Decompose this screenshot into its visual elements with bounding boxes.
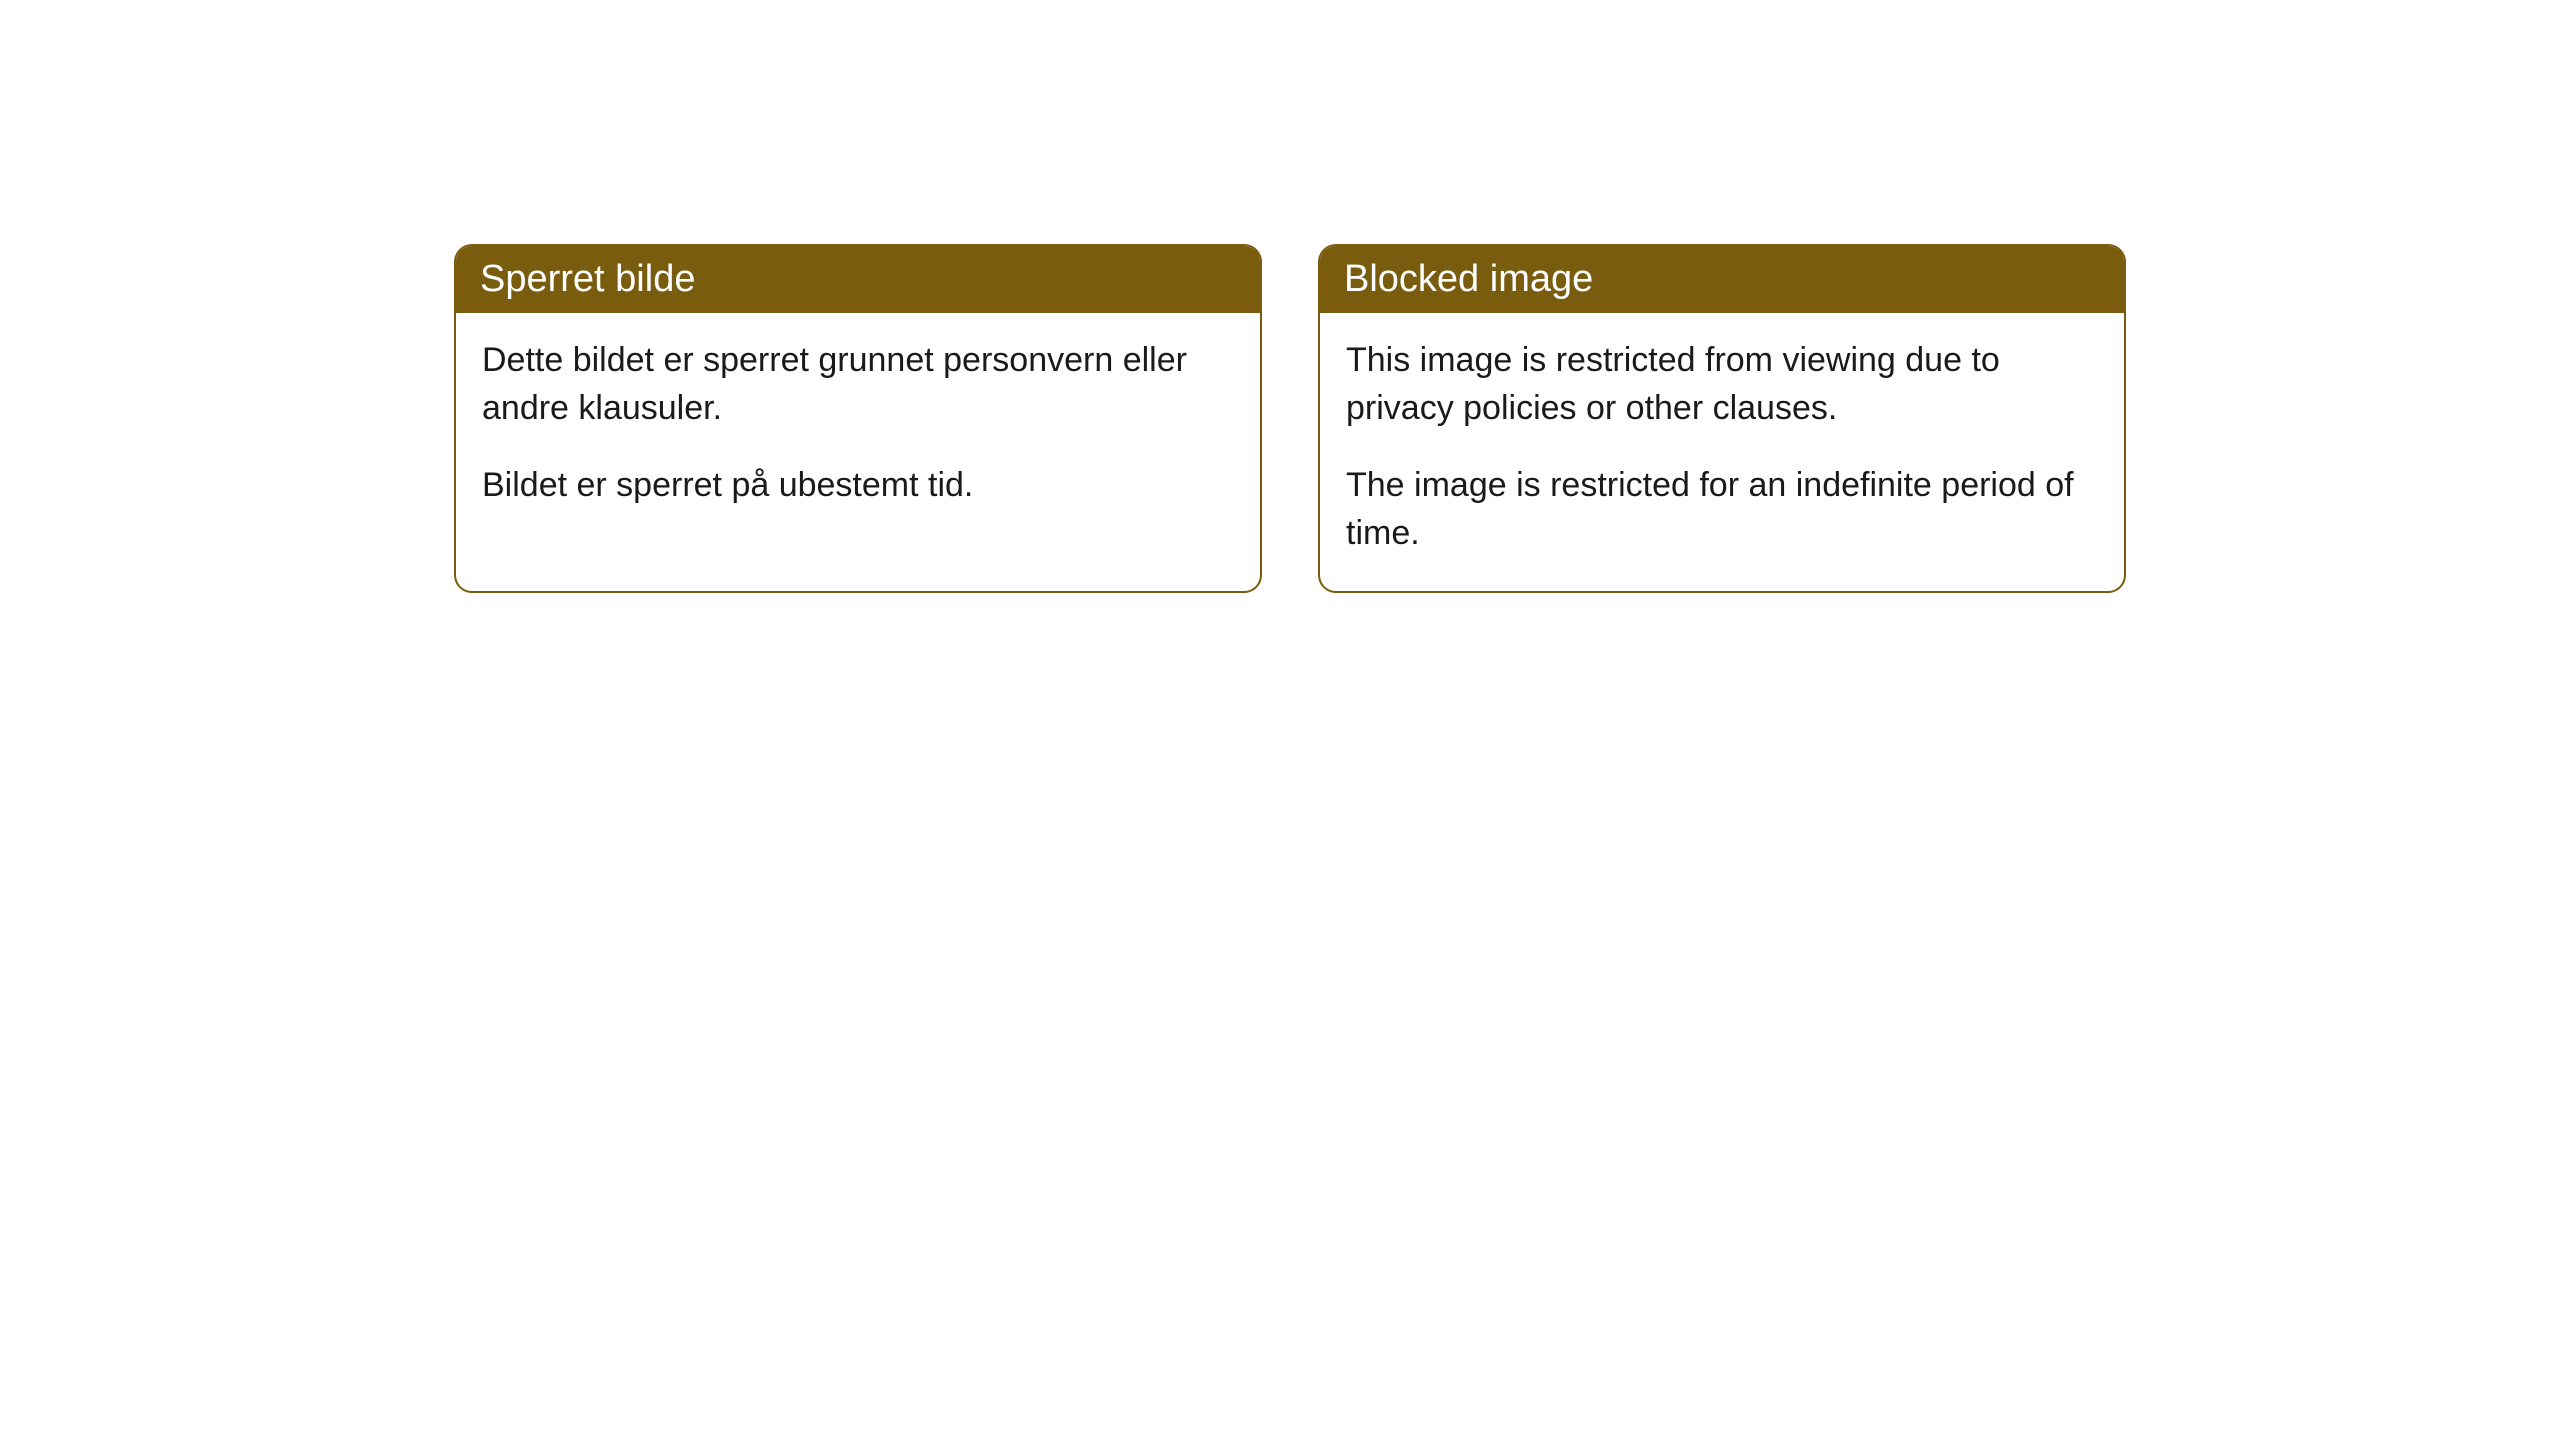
card-body: Dette bildet er sperret grunnet personve… xyxy=(456,313,1260,544)
card-paragraph: The image is restricted for an indefinit… xyxy=(1346,462,2098,557)
card-title: Sperret bilde xyxy=(480,258,695,300)
cards-container: Sperret bilde Dette bildet er sperret gr… xyxy=(454,244,2560,593)
card-header: Sperret bilde xyxy=(456,246,1260,313)
card-paragraph: Dette bildet er sperret grunnet personve… xyxy=(482,337,1234,432)
card-paragraph: This image is restricted from viewing du… xyxy=(1346,337,2098,432)
card-paragraph: Bildet er sperret på ubestemt tid. xyxy=(482,462,1234,510)
card-title: Blocked image xyxy=(1344,258,1593,300)
card-body: This image is restricted from viewing du… xyxy=(1320,313,2124,591)
card-header: Blocked image xyxy=(1320,246,2124,313)
card-english: Blocked image This image is restricted f… xyxy=(1318,244,2126,593)
card-norwegian: Sperret bilde Dette bildet er sperret gr… xyxy=(454,244,1262,593)
